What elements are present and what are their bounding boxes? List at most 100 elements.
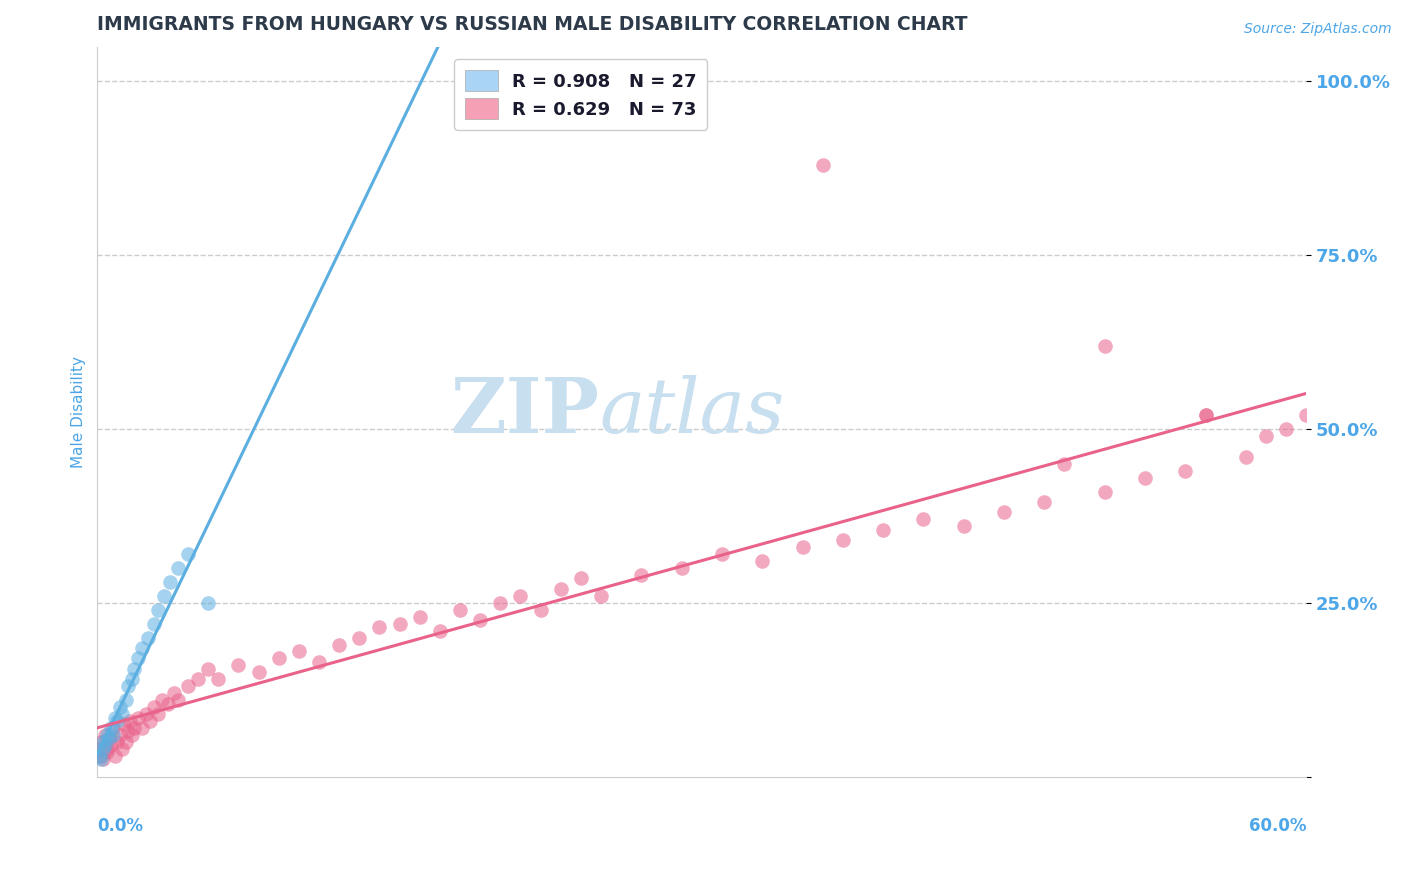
- Point: [308, 655, 330, 669]
- Point: [127, 710, 149, 724]
- Point: [156, 697, 179, 711]
- Point: [831, 533, 853, 548]
- Point: [509, 589, 531, 603]
- Point: [108, 700, 131, 714]
- Point: [112, 717, 135, 731]
- Point: [550, 582, 572, 596]
- Point: [811, 158, 834, 172]
- Point: [121, 728, 143, 742]
- Point: [89, 748, 111, 763]
- Point: [368, 620, 391, 634]
- Point: [107, 735, 129, 749]
- Point: [630, 568, 652, 582]
- Point: [94, 739, 117, 753]
- Point: [93, 735, 115, 749]
- Point: [96, 745, 118, 759]
- Point: [1094, 484, 1116, 499]
- Point: [135, 707, 157, 722]
- Point: [1094, 338, 1116, 352]
- Text: atlas: atlas: [599, 375, 785, 449]
- Point: [449, 603, 471, 617]
- Point: [150, 693, 173, 707]
- Point: [142, 616, 165, 631]
- Point: [530, 603, 553, 617]
- Point: [153, 589, 176, 603]
- Point: [127, 651, 149, 665]
- Point: [1254, 429, 1277, 443]
- Point: [110, 741, 132, 756]
- Point: [409, 609, 432, 624]
- Point: [247, 665, 270, 680]
- Point: [993, 505, 1015, 519]
- Point: [177, 547, 200, 561]
- Point: [90, 735, 112, 749]
- Point: [100, 721, 122, 735]
- Point: [872, 523, 894, 537]
- Point: [912, 512, 935, 526]
- Point: [94, 728, 117, 742]
- Point: [110, 707, 132, 722]
- Point: [792, 540, 814, 554]
- Point: [98, 731, 121, 746]
- Point: [1194, 408, 1216, 422]
- Point: [96, 741, 118, 756]
- Point: [93, 741, 115, 756]
- Point: [1275, 422, 1298, 436]
- Point: [146, 603, 169, 617]
- Point: [103, 728, 125, 742]
- Point: [1174, 464, 1197, 478]
- Point: [142, 700, 165, 714]
- Text: 0.0%: 0.0%: [97, 817, 143, 835]
- Point: [197, 596, 219, 610]
- Point: [159, 574, 181, 589]
- Point: [187, 673, 209, 687]
- Point: [470, 613, 492, 627]
- Point: [100, 739, 122, 753]
- Point: [108, 728, 131, 742]
- Point: [103, 721, 125, 735]
- Point: [751, 554, 773, 568]
- Point: [104, 748, 127, 763]
- Point: [710, 547, 733, 561]
- Point: [167, 693, 190, 707]
- Point: [118, 714, 141, 728]
- Point: [1033, 495, 1056, 509]
- Point: [104, 710, 127, 724]
- Point: [90, 752, 112, 766]
- Point: [89, 741, 111, 756]
- Point: [114, 693, 136, 707]
- Point: [131, 721, 153, 735]
- Point: [138, 714, 160, 728]
- Point: [197, 662, 219, 676]
- Point: [207, 673, 229, 687]
- Point: [1053, 457, 1076, 471]
- Point: [267, 651, 290, 665]
- Point: [388, 616, 411, 631]
- Point: [90, 748, 112, 763]
- Point: [1194, 408, 1216, 422]
- Point: [569, 572, 592, 586]
- Text: Source: ZipAtlas.com: Source: ZipAtlas.com: [1244, 22, 1392, 37]
- Point: [489, 596, 512, 610]
- Point: [288, 644, 311, 658]
- Point: [122, 721, 145, 735]
- Point: [114, 735, 136, 749]
- Point: [349, 631, 371, 645]
- Point: [671, 561, 693, 575]
- Point: [136, 631, 159, 645]
- Point: [429, 624, 451, 638]
- Point: [146, 707, 169, 722]
- Point: [117, 724, 139, 739]
- Point: [1133, 471, 1156, 485]
- Point: [952, 519, 974, 533]
- Point: [591, 589, 613, 603]
- Point: [98, 731, 121, 746]
- Point: [122, 662, 145, 676]
- Point: [107, 714, 129, 728]
- Text: ZIP: ZIP: [450, 375, 599, 449]
- Point: [177, 679, 200, 693]
- Point: [96, 728, 118, 742]
- Y-axis label: Male Disability: Male Disability: [72, 356, 86, 467]
- Point: [1295, 408, 1317, 422]
- Point: [167, 561, 190, 575]
